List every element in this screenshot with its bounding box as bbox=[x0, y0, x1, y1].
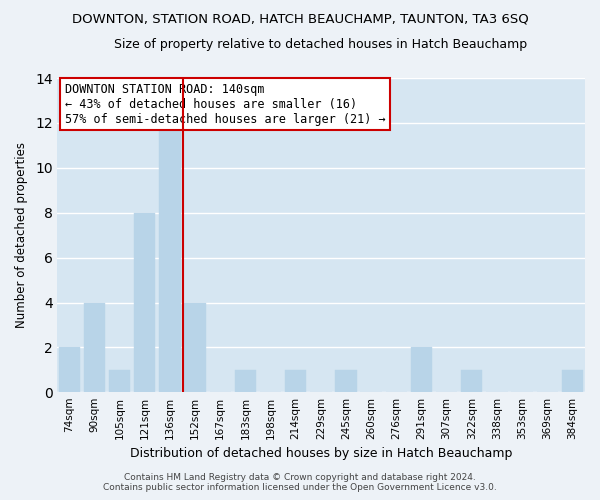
X-axis label: Distribution of detached houses by size in Hatch Beauchamp: Distribution of detached houses by size … bbox=[130, 447, 512, 460]
Bar bbox=[59, 348, 80, 393]
Bar bbox=[461, 370, 482, 392]
Bar bbox=[562, 370, 583, 392]
Text: DOWNTON STATION ROAD: 140sqm
← 43% of detached houses are smaller (16)
57% of se: DOWNTON STATION ROAD: 140sqm ← 43% of de… bbox=[65, 83, 385, 126]
Bar bbox=[335, 370, 357, 392]
Text: Contains HM Land Registry data © Crown copyright and database right 2024.
Contai: Contains HM Land Registry data © Crown c… bbox=[103, 473, 497, 492]
Text: DOWNTON, STATION ROAD, HATCH BEAUCHAMP, TAUNTON, TA3 6SQ: DOWNTON, STATION ROAD, HATCH BEAUCHAMP, … bbox=[71, 12, 529, 26]
Y-axis label: Number of detached properties: Number of detached properties bbox=[15, 142, 28, 328]
Bar bbox=[109, 370, 130, 392]
Bar bbox=[235, 370, 256, 392]
Bar bbox=[285, 370, 307, 392]
Bar bbox=[184, 302, 206, 392]
Bar bbox=[134, 213, 155, 392]
Bar bbox=[411, 348, 432, 393]
Bar bbox=[159, 123, 181, 392]
Bar bbox=[84, 302, 105, 392]
Title: Size of property relative to detached houses in Hatch Beauchamp: Size of property relative to detached ho… bbox=[115, 38, 527, 51]
